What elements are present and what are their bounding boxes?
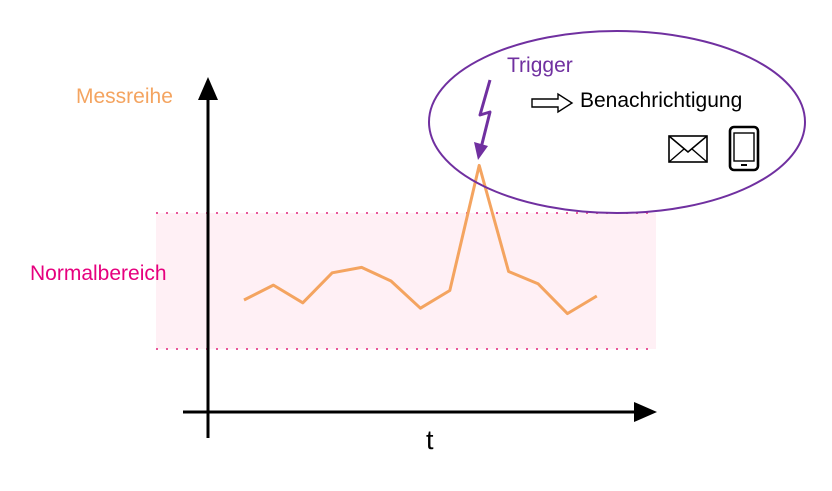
- x-axis-arrowhead: [634, 402, 657, 422]
- y-axis-arrowhead: [198, 77, 218, 100]
- notification-ellipse: [428, 30, 806, 214]
- trigger-label: Trigger: [507, 54, 573, 77]
- lightning-bolt-icon: [474, 79, 492, 160]
- x-axis-label: t: [426, 425, 434, 455]
- smartphone-icon: [728, 125, 760, 172]
- envelope-icon: [668, 135, 708, 163]
- series-label: Messreihe: [76, 85, 173, 108]
- normal-range-label: Normalbereich: [30, 262, 167, 285]
- hollow-right-arrow-icon: [531, 92, 574, 114]
- normal-range-band: [156, 213, 656, 349]
- series-line: [243, 163, 598, 316]
- notification-label: Benachrichtigung: [580, 89, 743, 112]
